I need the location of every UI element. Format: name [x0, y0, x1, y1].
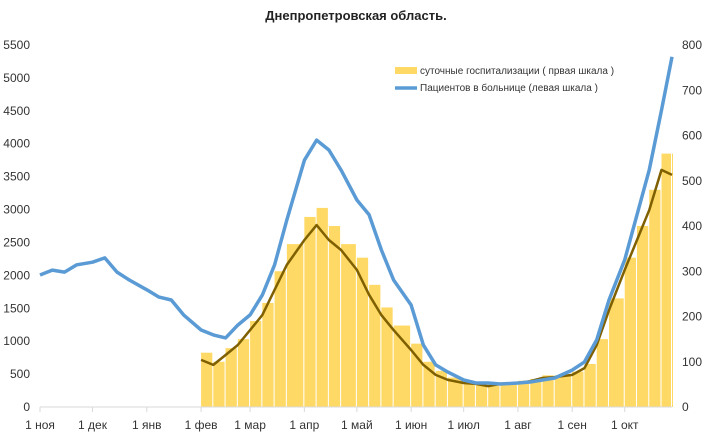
y-left-tick-label: 5500	[3, 38, 30, 52]
bar	[262, 302, 274, 407]
line-series	[39, 56, 674, 388]
x-tick-label: 1 июн	[395, 418, 427, 432]
y-right-tick-label: 600	[682, 129, 702, 143]
x-tick-label: 1 ноя	[25, 418, 55, 432]
bar	[274, 271, 286, 407]
legend-swatch-bars	[395, 67, 417, 74]
y-left-tick-label: 3500	[3, 170, 30, 184]
bar	[608, 298, 624, 407]
legend-label-bars: суточные госпитализации ( првая шкала )	[420, 66, 614, 77]
y-right-tick-label: 100	[682, 355, 702, 369]
bar	[381, 307, 393, 407]
bar	[250, 321, 262, 407]
y-left-tick-label: 1000	[3, 334, 30, 348]
bar	[596, 339, 608, 407]
bar	[369, 284, 381, 407]
x-tick-label: 1 фев	[185, 418, 218, 432]
bar	[356, 257, 369, 407]
x-tick-label: 1 июл	[447, 418, 479, 432]
bar	[542, 375, 554, 407]
bar	[672, 153, 673, 407]
y-right-tick-label: 0	[682, 400, 689, 414]
y-right-tick-label: 700	[682, 83, 702, 97]
legend-label-patients: Пациентов в больнице (левая шкала )	[420, 82, 598, 94]
y-right-tick-label: 200	[682, 310, 702, 324]
bar	[447, 377, 463, 407]
x-tick-label: 1 апр	[289, 418, 319, 432]
x-tick-label: 1 дек	[78, 418, 108, 432]
bar	[624, 257, 636, 407]
bar	[475, 382, 488, 407]
bar	[500, 382, 517, 407]
bar	[572, 371, 584, 407]
bar	[423, 361, 435, 407]
bar	[649, 189, 661, 407]
bar	[517, 380, 530, 407]
y-right-tick-label: 400	[682, 219, 702, 233]
axes: 1 ноя 1 дек 1 янв 1 фев 1 мар 1 апр 1 май 1 июн…	[3, 38, 702, 432]
y-left-tick-label: 2500	[3, 235, 30, 249]
bar	[584, 364, 596, 407]
bar	[328, 226, 341, 407]
bar	[286, 244, 304, 407]
x-tick-label: 1 окт	[611, 418, 639, 432]
bar	[201, 352, 213, 407]
y-left-tick-label: 3000	[3, 203, 30, 217]
bar	[488, 384, 500, 407]
y-right-tick-label: 500	[682, 174, 702, 188]
y-left-tick-label: 5000	[3, 71, 30, 85]
bar	[554, 375, 572, 407]
bar	[530, 378, 542, 407]
bar	[636, 226, 649, 407]
y-left-tick-label: 0	[23, 400, 30, 414]
y-left-tick-label: 2000	[3, 268, 30, 282]
x-tick-label: 1 май	[341, 418, 373, 432]
chart-title: Днепропетровская область.	[265, 8, 446, 23]
bar	[213, 361, 225, 407]
hospitalizations-average-line	[200, 168, 673, 388]
bar	[661, 153, 671, 407]
patients-line	[39, 56, 674, 386]
bar	[316, 207, 328, 407]
bar-series	[201, 153, 673, 407]
bar	[463, 382, 475, 407]
x-tick-label: 1 янв	[132, 418, 162, 432]
y-left-tick-label: 1500	[3, 301, 30, 315]
bar	[304, 216, 316, 407]
x-tick-label: 1 мар	[234, 418, 266, 432]
y-left-tick-label: 500	[10, 367, 30, 381]
bar	[435, 370, 447, 407]
bar	[411, 343, 423, 407]
bar	[237, 339, 250, 407]
legend: суточные госпитализации ( првая шкала ) …	[395, 66, 614, 94]
y-right-tick-label: 800	[682, 38, 702, 52]
x-tick-label: 1 авг	[504, 418, 532, 432]
bar	[225, 348, 237, 407]
y-left-tick-label: 4500	[3, 104, 30, 118]
y-right-tick-label: 300	[682, 264, 702, 278]
x-tick-label: 1 сен	[558, 418, 587, 432]
y-left-tick-label: 4000	[3, 137, 30, 151]
bar	[341, 244, 356, 407]
